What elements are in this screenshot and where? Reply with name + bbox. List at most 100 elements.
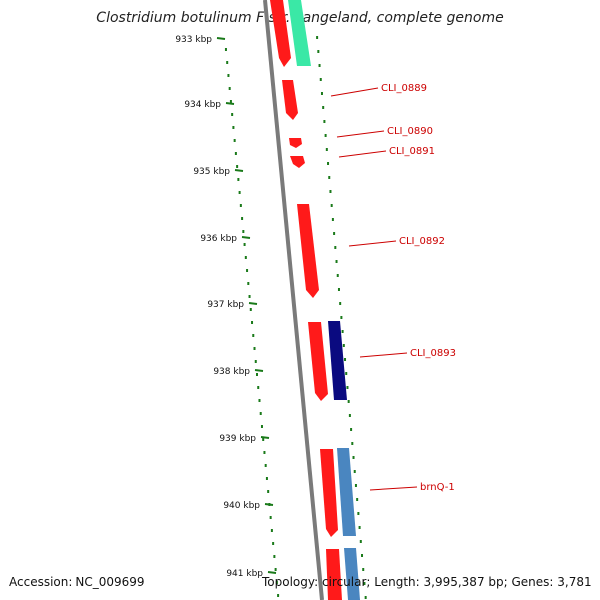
gc-dot <box>358 526 361 529</box>
gc-dot <box>328 176 331 179</box>
gc-dot <box>348 414 351 417</box>
gc-dot <box>341 330 344 333</box>
gc-dot <box>351 442 354 445</box>
topology-footer: Topology: circular; Length: 3,995,387 bp… <box>262 575 592 589</box>
cds-feature[interactable] <box>297 204 319 298</box>
gc-dot <box>337 288 340 291</box>
gc-dot <box>361 554 364 557</box>
gc-dot <box>359 540 362 543</box>
cds-feature[interactable] <box>308 322 328 401</box>
gc-dot <box>277 594 280 597</box>
gc-dot <box>272 542 275 545</box>
cds-feature[interactable] <box>320 449 338 537</box>
gene-label[interactable]: brnQ-1 <box>420 482 455 493</box>
accession-label: Accession: <box>9 575 73 589</box>
gc-dot <box>262 438 265 441</box>
gc-dot <box>268 503 271 506</box>
gc-dot <box>248 295 251 298</box>
gc-dot <box>324 134 327 137</box>
gene-label-layer: CLI_0889 CLI_0890 CLI_0891 CLI_0892 CLI_0893… <box>330 83 456 493</box>
ruler-label: 940 kbp <box>223 501 260 511</box>
ruler-tick <box>216 37 226 40</box>
cds-track <box>270 0 342 600</box>
gc-dot <box>253 347 256 350</box>
accession-value: NC_009699 <box>75 575 145 589</box>
feature-track-outer <box>288 0 360 600</box>
gc-dot <box>251 321 254 324</box>
ruler-tick <box>248 302 258 305</box>
gc-dot <box>247 282 250 285</box>
gc-dot <box>342 344 345 347</box>
feature-steelblue[interactable] <box>337 448 356 536</box>
gc-dot <box>318 64 321 67</box>
gc-dot <box>269 516 272 519</box>
gc-dot <box>255 373 258 376</box>
gc-dot <box>257 386 260 389</box>
cds-feature[interactable] <box>326 549 342 600</box>
feature-navy[interactable] <box>328 321 347 400</box>
gc-dot <box>354 484 357 487</box>
cds-feature[interactable] <box>282 80 298 120</box>
gc-dot <box>263 451 266 454</box>
gc-dot <box>350 428 353 431</box>
gene-leader-line <box>369 486 418 491</box>
ruler-label: 936 kbp <box>200 234 237 244</box>
gc-dot <box>320 92 323 95</box>
gc-dot <box>345 372 348 375</box>
genome-backbone <box>263 0 324 600</box>
gc-dot <box>274 568 277 571</box>
gc-dot <box>238 191 241 194</box>
ruler-label: 941 kbp <box>226 569 263 579</box>
gc-dot <box>265 477 268 480</box>
gene-leader-line <box>336 130 385 138</box>
gc-dot <box>226 61 229 64</box>
gc-dot <box>227 74 230 77</box>
ruler-track: 933 kbp 934 kbp 935 kbp 936 kbp 937 kbp 938 k… <box>175 35 277 579</box>
ruler-tick <box>254 369 264 372</box>
gc-dot <box>329 190 332 193</box>
gc-dot <box>339 302 342 305</box>
gene-label[interactable]: CLI_0893 <box>410 348 456 359</box>
gene-label[interactable]: CLI_0889 <box>381 83 427 94</box>
gc-dot <box>241 217 244 220</box>
feature-steelblue[interactable] <box>344 548 360 600</box>
gc-dot <box>244 256 247 259</box>
gc-dot <box>264 464 267 467</box>
ruler-tick <box>267 571 277 574</box>
outer-gc-track <box>316 36 367 599</box>
ruler-label: 938 kbp <box>213 367 250 377</box>
gc-dot <box>325 148 328 151</box>
gc-dot <box>270 529 273 532</box>
cds-feature[interactable] <box>290 156 305 168</box>
gc-dot <box>229 100 232 103</box>
inner-gc-track <box>224 48 280 597</box>
gc-dot <box>347 400 350 403</box>
gc-dot <box>356 498 359 501</box>
gc-dot <box>242 230 245 233</box>
gc-dot <box>363 582 366 585</box>
gc-dot <box>273 555 276 558</box>
cds-feature[interactable] <box>289 138 302 148</box>
gc-dot <box>334 246 337 249</box>
gc-dot <box>353 470 356 473</box>
gc-dot <box>331 218 334 221</box>
gc-dot <box>239 204 242 207</box>
ruler-tick <box>234 169 244 172</box>
gc-dot <box>259 412 262 415</box>
gc-dot <box>317 50 320 53</box>
feature-green[interactable] <box>288 0 311 66</box>
gene-label[interactable]: CLI_0892 <box>399 236 445 247</box>
gc-dot <box>260 425 263 428</box>
gc-dot <box>267 490 270 493</box>
gc-dot <box>335 260 338 263</box>
gc-dot <box>243 243 246 246</box>
cds-feature[interactable] <box>270 0 291 67</box>
gene-label[interactable]: CLI_0891 <box>389 146 435 157</box>
gc-dot <box>233 139 236 142</box>
gc-dot <box>234 152 237 155</box>
gene-leader-line <box>338 150 387 158</box>
gene-label[interactable]: CLI_0890 <box>387 126 433 137</box>
gc-dot <box>236 165 239 168</box>
gc-dot <box>330 204 333 207</box>
